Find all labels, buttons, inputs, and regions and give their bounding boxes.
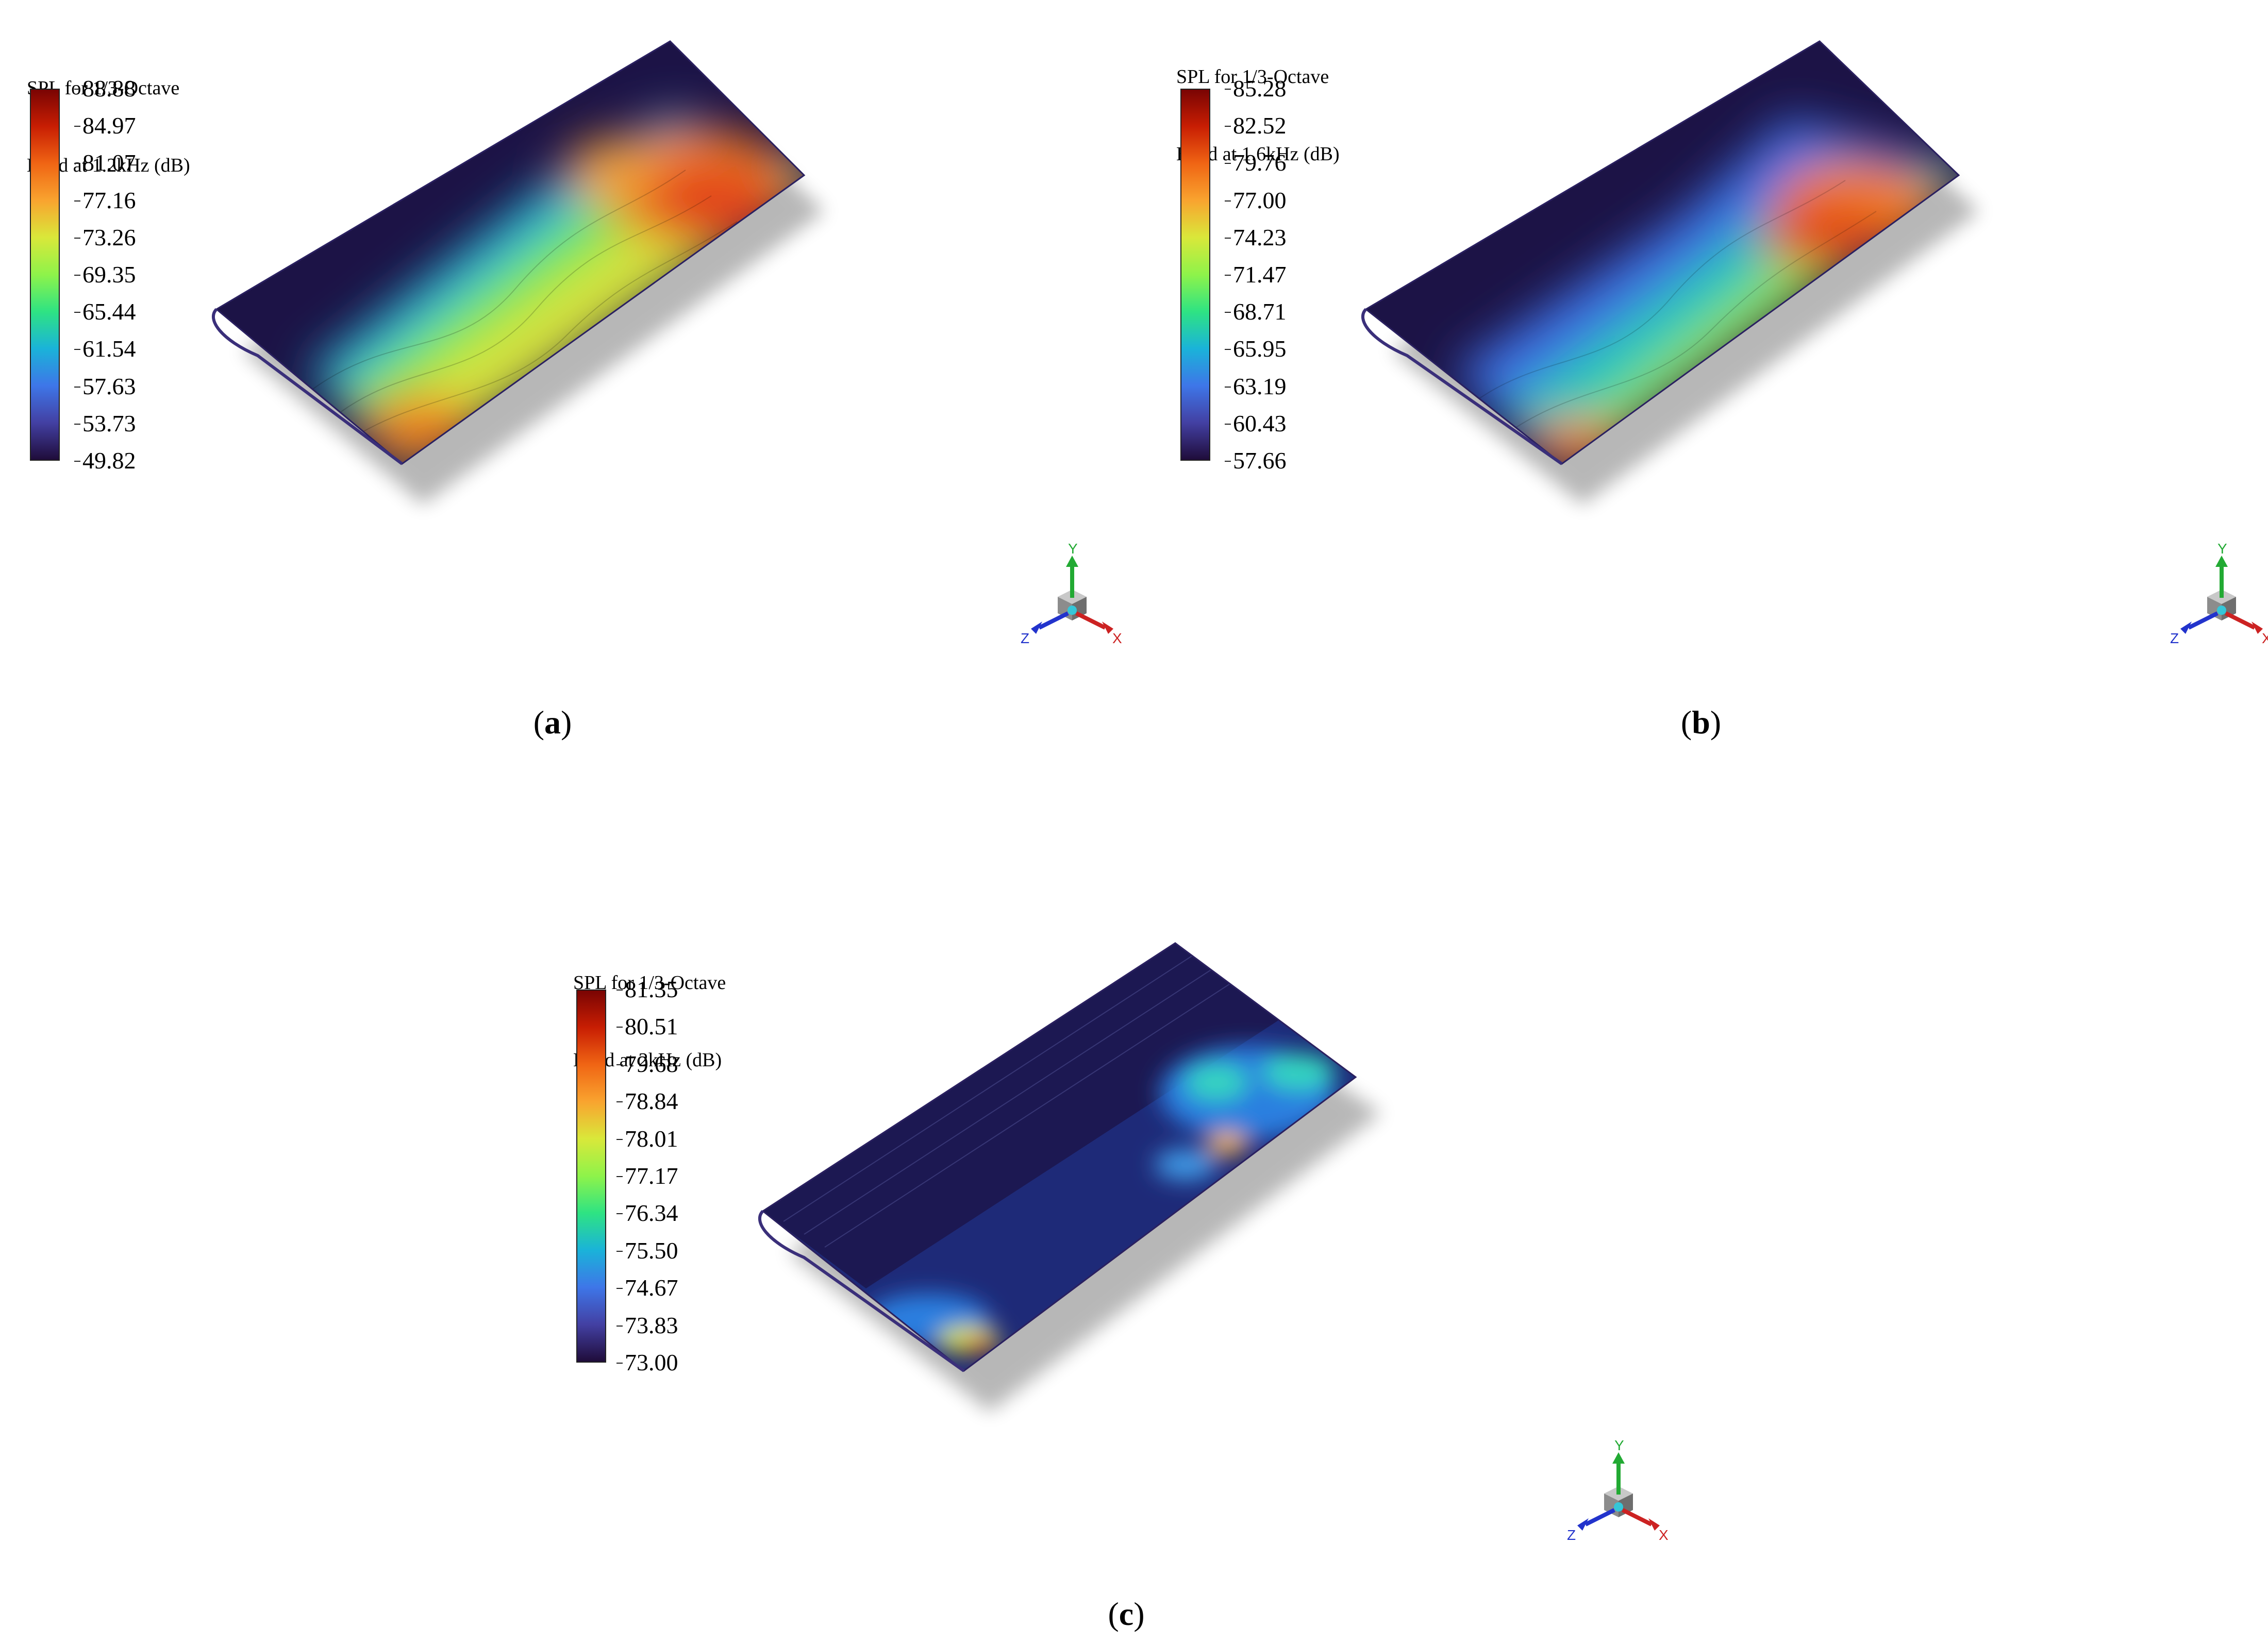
colorbar-tick-label: 57.66 [1225,447,1287,474]
colorbar-tick-label: 78.84 [616,1088,678,1115]
panel-c-wing-edge [761,942,1357,1372]
colorbar-tick-label: 79.68 [616,1050,678,1077]
triad-x-arrow [2252,622,2263,634]
triad-origin [2217,606,2226,615]
colorbar-tick-label: 57.63 [74,373,136,399]
panel-b-caption: (b) [1680,704,1722,741]
panel-a-caption: (a) [533,704,572,741]
triad-x-arrow [1648,1518,1660,1531]
triad-x-axis [1075,611,1106,630]
panel-a-legend-title: SPL for 1/3-Octave Band at 1.2kHz (dB) [27,77,190,176]
triad-x-axis [1622,1508,1653,1526]
triad-origin [1614,1502,1623,1512]
colorbar-tick-label: 65.44 [74,298,136,325]
colorbar-tick-label: 61.54 [74,335,136,362]
panel-a-leading-edge [212,308,403,465]
colorbar-tick-label: 74.23 [1225,224,1287,250]
panel-b-leading-edge [1361,308,1563,465]
panel-c-colorbar [576,989,606,1363]
triad-x-axis [2225,611,2256,630]
triad-x-label: X [1659,1527,1669,1543]
colorbar-tick-label: 84.97 [74,112,136,139]
panel-c-caption: (c) [1108,1596,1145,1632]
panel-a-spl-field [309,113,804,464]
colorbar-tick-label: 77.00 [1225,187,1287,213]
colorbar-tick-label: 74.67 [616,1274,678,1301]
triad-z-axis [1038,611,1069,630]
colorbar-tick-label: 60.43 [1225,410,1287,437]
triad-y-label: Y [1068,541,1078,557]
colorbar-tick-label: 79.76 [1225,149,1287,176]
colorbar-tick-label: 80.51 [616,1013,678,1040]
panel-c-wing-plot [758,942,1381,1412]
triad-x-label: X [1112,630,1122,646]
triad-z-label: Z [1021,630,1029,646]
panel-c-leading-edge [758,1210,965,1372]
triad-z-arrow [2180,622,2192,634]
colorbar-tick-label: 65.95 [1225,335,1287,362]
colorbar-tick-label: 76.34 [616,1200,678,1227]
triad-z-axis [2188,611,2219,630]
colorbar-tick-label: 81.35 [616,976,678,1002]
panel-a-wing-plot [212,40,825,505]
triad-z-label: Z [2170,630,2179,646]
colorbar-tick-label: 73.00 [616,1349,678,1375]
triad-y-label: Y [1614,1437,1624,1453]
triad-y-arrow [1612,1452,1625,1464]
panel-b-wing-edge [1364,40,1960,465]
colorbar-tick-label: 82.52 [1225,112,1287,139]
triad-y-arrow [2215,556,2228,567]
panel-a-colorbar [30,89,60,461]
colorbar-tick-label: 49.82 [74,447,136,474]
triad-x-arrow [1102,622,1113,634]
panel-b-wing-plot [1361,40,1979,505]
colorbar-tick-label: 68.71 [1225,298,1287,325]
colorbar-tick-label: 73.83 [616,1312,678,1338]
colorbar-tick-label: 85.28 [1225,75,1287,102]
colorbar-tick-label: 88.88 [74,75,136,102]
colorbar-tick-label: 77.17 [616,1163,678,1189]
triad-z-arrow [1031,622,1042,634]
panel-b-colorbar [1180,89,1210,461]
triad-z-arrow [1577,1518,1589,1531]
colorbar-tick-label: 75.50 [616,1237,678,1264]
triad-origin [1068,606,1077,615]
panel-a-axis-triad: Y X Z [1021,541,1122,646]
colorbar-tick-label: 53.73 [74,410,136,437]
panel-a-wing-edge [215,40,806,465]
colorbar-tick-label: 71.47 [1225,261,1287,288]
triad-x-label: X [2262,630,2268,646]
triad-y-label: Y [2217,541,2227,557]
colorbar-tick-label: 77.16 [74,187,136,213]
panel-b-axis-triad: Y X Z [2170,541,2268,646]
colorbar-tick-label: 73.26 [74,224,136,250]
panel-c-axis-triad: Y X Z [1567,1437,1669,1543]
triad-z-label: Z [1567,1527,1576,1543]
colorbar-tick-label: 63.19 [1225,373,1287,399]
colorbar-tick-label: 69.35 [74,261,136,288]
triad-z-axis [1585,1508,1615,1526]
colorbar-tick-label: 78.01 [616,1125,678,1152]
triad-y-arrow [1066,556,1078,567]
colorbar-tick-label: 81.07 [74,149,136,176]
panel-c-spl-field [866,1046,1335,1353]
